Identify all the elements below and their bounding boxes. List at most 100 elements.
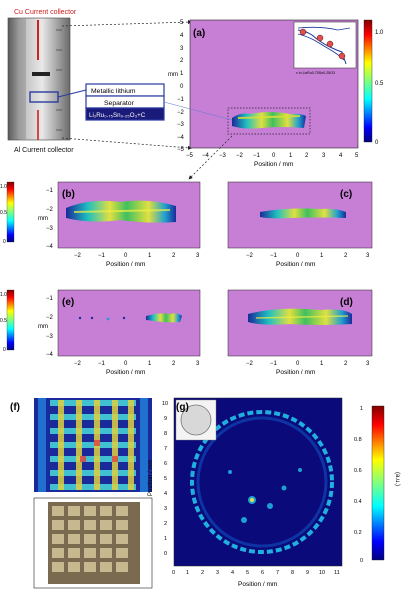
e-xtick-3: 3 [196, 361, 200, 367]
g-ylabel: Position / mm [148, 460, 154, 496]
b-ytick-m4: −4 [46, 244, 54, 250]
a-xtick-m4: −4 [202, 153, 210, 159]
e-ylabel: mm [38, 324, 48, 330]
panel-d-label: (d) [340, 297, 353, 308]
e-xtick-1: 1 [148, 361, 152, 367]
g-ytick-8: 8 [164, 431, 167, 437]
small-cb-bot-1: 1.0 [0, 292, 7, 298]
c-xtick-m2: −2 [246, 253, 254, 259]
layer-legend [85, 83, 165, 121]
cu-collector-label: Cu Current collector [14, 9, 77, 16]
al-collector-label: Al Current collector [14, 147, 74, 154]
g-cb-tick-06: 0.6 [354, 468, 362, 474]
g-ytick-3: 3 [164, 506, 167, 512]
g-ytick-2: 2 [164, 521, 167, 527]
c-xtick-2: 2 [344, 253, 348, 259]
small-cb-top-0: 0 [3, 239, 6, 245]
g-ytick-5: 5 [164, 476, 167, 482]
a-ytick-0: 0 [180, 84, 184, 90]
layer-cathode-label: Li₂Ru₀.₇₅Sn₀.₂₅O₃+C [89, 112, 146, 119]
b-ytick-m1: −1 [46, 188, 54, 194]
small-cb-top-05: 0.5 [0, 210, 7, 216]
c-xlabel: Position / mm [276, 261, 315, 268]
d-xtick-1: 1 [320, 361, 324, 367]
e-ytick-m1: −1 [46, 296, 54, 302]
b-ylabel: mm [38, 216, 48, 222]
panel-a-label: (a) [193, 28, 205, 39]
g-xtick-1: 1 [186, 570, 189, 576]
a-ytick-m4: −4 [177, 135, 185, 141]
a-xlabel: Position / mm [254, 161, 293, 168]
panel-c-label: (c) [340, 189, 352, 200]
a-ytick-2: 2 [180, 58, 184, 64]
g-ytick-4: 4 [164, 491, 167, 497]
panel-f-label: (f) [10, 402, 20, 413]
a-ytick-5: 5 [180, 20, 184, 26]
a-xtick-0: 0 [272, 153, 276, 159]
b-xtick-2: 2 [172, 253, 176, 259]
e-xtick-m2: −2 [74, 361, 82, 367]
a-xtick-m2: −2 [236, 153, 244, 159]
a-xtick-m1: −1 [253, 153, 261, 159]
a-xtick-m3: −3 [219, 153, 227, 159]
g-xtick-4: 4 [231, 570, 234, 576]
d-xtick-m2: −2 [246, 361, 254, 367]
small-cb-top-1: 1.0 [0, 184, 7, 190]
g-xtick-8: 8 [291, 570, 294, 576]
g-xtick-6: 6 [261, 570, 264, 576]
panel-f-photo [33, 497, 153, 589]
inset-voltage-chart [293, 21, 357, 69]
d-xtick-m1: −1 [270, 361, 278, 367]
dashed-arrow-b [188, 135, 233, 180]
panel-e [57, 289, 201, 357]
cell-photo [7, 17, 71, 141]
small-colorbar-top [6, 181, 15, 243]
g-xtick-7: 7 [276, 570, 279, 576]
a-ytick-1: 1 [180, 71, 184, 77]
a-xtick-5: 5 [355, 153, 359, 159]
g-ytick-7: 7 [164, 446, 167, 452]
e-xlabel: Position / mm [106, 369, 145, 376]
g-cb-tick-1: 1 [360, 406, 363, 412]
d-xtick-3: 3 [366, 361, 370, 367]
g-colorbar [371, 405, 385, 561]
b-ytick-m2: −2 [46, 207, 54, 213]
e-ytick-m4: −4 [46, 352, 54, 358]
c-xtick-3: 3 [366, 253, 370, 259]
dashed-arrow-top [61, 19, 193, 27]
panel-g-label: (g) [176, 402, 189, 413]
b-xtick-0: 0 [124, 253, 128, 259]
a-ytick-3: 3 [180, 46, 184, 52]
a-ytick-m5: −5 [177, 147, 185, 153]
e-xtick-0: 0 [124, 361, 128, 367]
g-xtick-10: 10 [319, 570, 325, 576]
b-xtick-m1: −1 [98, 253, 106, 259]
e-xtick-m1: −1 [98, 361, 106, 367]
d-xlabel: Position / mm [276, 369, 315, 376]
main-colorbar-tick-0: 0 [375, 140, 379, 146]
g-cb-tick-08: 0.8 [354, 437, 362, 443]
d-xtick-0: 0 [296, 361, 300, 367]
panel-b [57, 181, 201, 249]
main-colorbar-tick-05: 0.5 [375, 81, 384, 87]
g-xlabel: Position / mm [238, 581, 277, 588]
g-ytick-0: 0 [164, 551, 167, 557]
g-colorbar-unit: (a.u.) [394, 472, 400, 486]
small-cb-bot-0: 0 [3, 347, 6, 353]
g-xtick-2: 2 [201, 570, 204, 576]
g-ytick-6: 6 [164, 461, 167, 467]
a-xtick-2: 2 [305, 153, 309, 159]
g-cb-tick-04: 0.4 [354, 499, 362, 505]
d-xtick-2: 2 [344, 361, 348, 367]
c-xtick-m1: −1 [270, 253, 278, 259]
a-ytick-m3: −3 [177, 122, 185, 128]
g-ytick-10: 10 [162, 401, 168, 407]
layer-separator-label: Separator [104, 100, 135, 107]
g-xtick-3: 3 [216, 570, 219, 576]
e-ytick-m3: −3 [46, 334, 54, 340]
g-ytick-1: 1 [164, 536, 167, 542]
layer-lithium-label: Metallic lithium [91, 88, 136, 95]
panel-d [227, 289, 373, 357]
g-cb-tick-0: 0 [360, 558, 363, 564]
